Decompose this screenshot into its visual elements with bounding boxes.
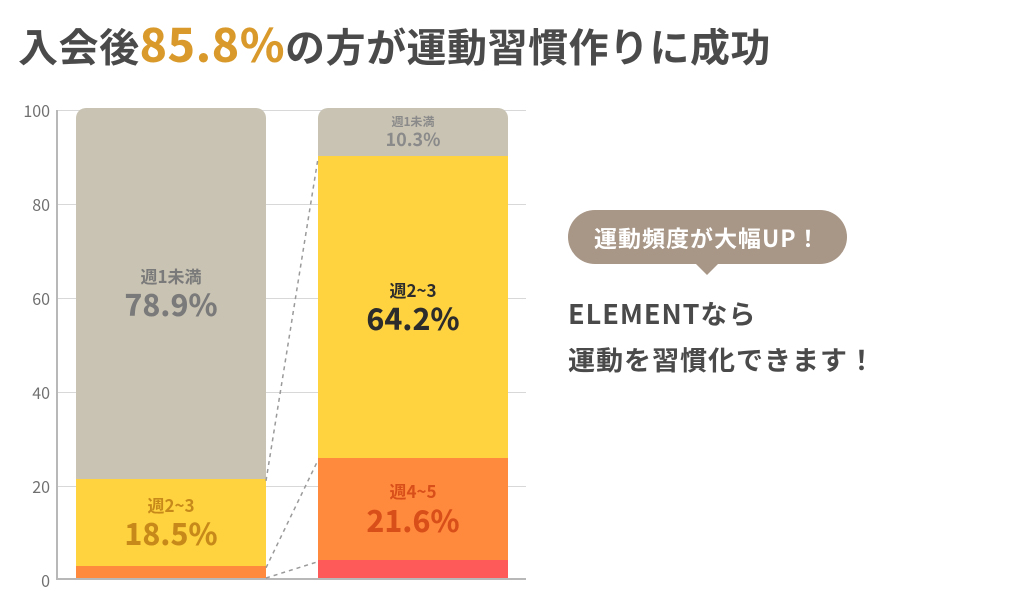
bar-segment: 週2~318.5% xyxy=(76,479,266,566)
side-line-1: ELEMENTなら xyxy=(568,290,876,336)
side-panel: 運動頻度が大幅UP！ ELEMENTなら 運動を習慣化できます！ xyxy=(568,110,876,382)
y-tick: 20 xyxy=(32,474,50,498)
frequency-up-badge: 運動頻度が大幅UP！ xyxy=(568,210,847,264)
bar-segment xyxy=(318,560,508,578)
y-tick: 100 xyxy=(23,98,50,122)
y-axis: 020406080100 xyxy=(18,110,56,580)
content-row: 020406080100 週1未満78.9%週2~318.5%週1未満10.3%… xyxy=(18,110,1006,610)
headline: 入会後85.8%の方が運動習慣作りに成功 xyxy=(18,10,1006,76)
chart-plot: 週1未満78.9%週2~318.5% 週1未満10.3%週2~364.2%週4~5… xyxy=(56,110,526,580)
bar-segment: 週2~364.2% xyxy=(318,156,508,458)
side-text: ELEMENTなら 運動を習慣化できます！ xyxy=(568,290,876,382)
y-tick: 80 xyxy=(32,192,50,216)
bar-after: 週1未満10.3%週2~364.2%週4~521.6% xyxy=(318,108,508,578)
bar-segment: 週4~521.6% xyxy=(318,458,508,560)
headline-accent: 85.8% xyxy=(140,10,286,76)
bar-segment xyxy=(76,566,266,578)
bar-segment: 週1未満78.9% xyxy=(76,108,266,479)
segment-percent: 78.9% xyxy=(124,286,217,321)
stacked-bar-chart: 020406080100 週1未満78.9%週2~318.5%週1未満10.3%… xyxy=(18,110,528,610)
y-tick: 40 xyxy=(32,380,50,404)
segment-percent: 64.2% xyxy=(366,300,459,335)
bar-before: 週1未満78.9%週2~318.5% xyxy=(76,108,266,578)
bar-segment: 週1未満10.3% xyxy=(318,108,508,156)
side-line-2: 運動を習慣化できます！ xyxy=(568,336,876,382)
segment-percent: 18.5% xyxy=(124,515,217,550)
segment-percent: 21.6% xyxy=(366,502,459,537)
segment-percent: 10.3% xyxy=(385,129,440,150)
badge-tail-icon xyxy=(695,263,719,275)
badge-wrap: 運動頻度が大幅UP！ xyxy=(568,210,847,264)
headline-pre: 入会後 xyxy=(18,16,140,74)
headline-post: の方が運動習慣作りに成功 xyxy=(285,16,771,74)
y-tick: 0 xyxy=(41,568,50,592)
y-tick: 60 xyxy=(32,286,50,310)
